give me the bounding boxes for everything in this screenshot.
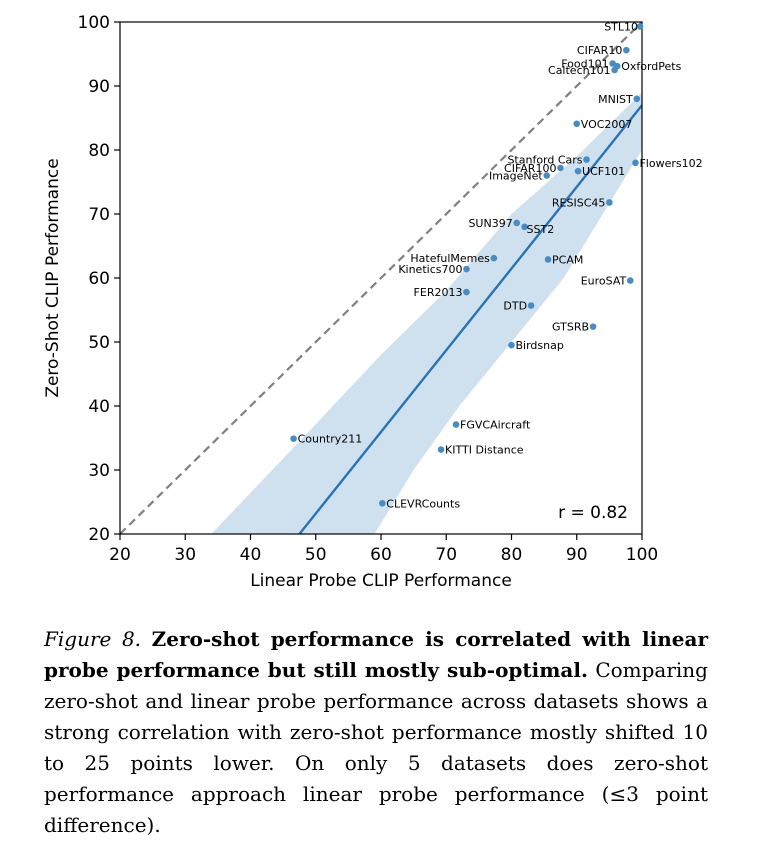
correlation-annotation: r = 0.82 (558, 503, 628, 523)
point-fer2013 (463, 288, 470, 296)
point-stanford-cars (583, 156, 590, 163)
point-label-voc2007: VOC2007 (581, 118, 633, 131)
point-label-caltech101: Caltech101 (548, 64, 611, 77)
point-label-stl10: STL10 (604, 20, 638, 33)
x-tick-label: 100 (626, 545, 658, 565)
x-tick-label: 50 (305, 545, 327, 565)
point-label-sun397: SUN397 (468, 217, 512, 230)
point-label-birdsnap: Birdsnap (516, 339, 564, 352)
point-kitti-distance (437, 446, 445, 453)
point-label-flowers102: Flowers102 (639, 157, 702, 170)
point-label-eurosat: EuroSAT (581, 275, 627, 288)
point-label-hatefulmemes: HatefulMemes (410, 252, 490, 265)
point-label-dtd: DTD (503, 300, 527, 313)
point-resisc45 (606, 199, 613, 206)
point-label-imagenet: ImageNet (489, 170, 543, 183)
point-label-stanford-cars: Stanford Cars (507, 154, 582, 167)
point-label-mnist: MNIST (598, 93, 633, 106)
figure-label: Figure 8. (44, 627, 142, 651)
y-axis-label: Zero-Shot CLIP Performance (43, 158, 63, 397)
point-dtd (527, 302, 535, 309)
confidence-band (211, 92, 642, 534)
regression-line (298, 104, 642, 534)
y-tick-label: 100 (78, 13, 110, 33)
figure-caption: Figure 8. Zero-shot performance is corre… (44, 624, 708, 841)
y-tick-label: 50 (88, 333, 110, 353)
y-tick-label: 20 (88, 525, 110, 545)
y-tick-label: 80 (88, 141, 110, 161)
x-tick-label: 30 (174, 545, 196, 565)
point-hatefulmemes (490, 254, 498, 262)
point-label-oxfordpets: OxfordPets (621, 60, 681, 73)
point-kinetics700 (463, 265, 470, 273)
point-label-fgvcaircraft: FGVCAircraft (460, 419, 531, 432)
point-label-clevrcounts: CLEVRCounts (386, 497, 460, 510)
point-label-kinetics700: Kinetics700 (398, 263, 462, 276)
point-imagenet (543, 172, 551, 179)
x-tick-label: 20 (109, 545, 131, 565)
point-label-gtsrb: GTSRB (552, 321, 589, 334)
point-caltech101 (611, 66, 618, 74)
identity-line (120, 22, 642, 534)
point-voc2007 (573, 120, 581, 128)
y-tick-label: 60 (88, 269, 110, 289)
y-tick-label: 90 (88, 77, 110, 97)
point-flowers102 (632, 159, 639, 167)
point-cifar100 (557, 164, 564, 172)
point-label-fer2013: FER2013 (414, 286, 463, 299)
point-label-cifar10: CIFAR10 (577, 44, 622, 57)
point-eurosat (626, 277, 634, 284)
point-fgvcaircraft (452, 421, 460, 428)
point-label-ucf101: UCF101 (582, 165, 625, 178)
point-label-food101: Food101 (561, 58, 608, 71)
point-label-kitti-distance: KITTI Distance (445, 444, 524, 457)
caption-title: Zero-shot performance is correlated with… (44, 627, 709, 682)
scatter-chart: 20 30 40 50 60 70 80 90 100 20 30 40 50 60 70 80 90 100 S… (43, 13, 703, 591)
point-birdsnap (508, 341, 515, 349)
y-tick-label: 70 (88, 205, 110, 225)
point-gtsrb (589, 323, 597, 330)
point-ucf101 (574, 167, 582, 175)
y-tick-label: 40 (88, 397, 110, 417)
x-axis-label: Linear Probe CLIP Performance (250, 571, 512, 591)
point-sun397 (513, 219, 521, 227)
point-country211 (290, 435, 297, 442)
point-label-cifar100: CIFAR100 (504, 162, 556, 175)
point-pcam (544, 256, 552, 263)
x-tick-label: 70 (435, 545, 457, 565)
caption-body: Comparing zero-shot and linear probe per… (44, 658, 708, 837)
point-label-country211: Country211 (298, 433, 363, 446)
point-cifar10 (623, 46, 630, 54)
point-stl10 (636, 23, 644, 30)
point-sst2 (521, 223, 528, 231)
point-label-pcam: PCAM (552, 253, 583, 266)
point-label-resisc45: RESISC45 (552, 196, 605, 209)
point-mnist (633, 95, 641, 103)
y-tick-label: 30 (88, 461, 110, 481)
point-clevrcounts (379, 499, 386, 507)
x-tick-label: 80 (501, 545, 523, 565)
x-tick-label: 90 (566, 545, 588, 565)
point-label-sst2: SST2 (527, 223, 555, 236)
x-tick-label: 60 (370, 545, 392, 565)
x-tick-label: 40 (240, 545, 262, 565)
